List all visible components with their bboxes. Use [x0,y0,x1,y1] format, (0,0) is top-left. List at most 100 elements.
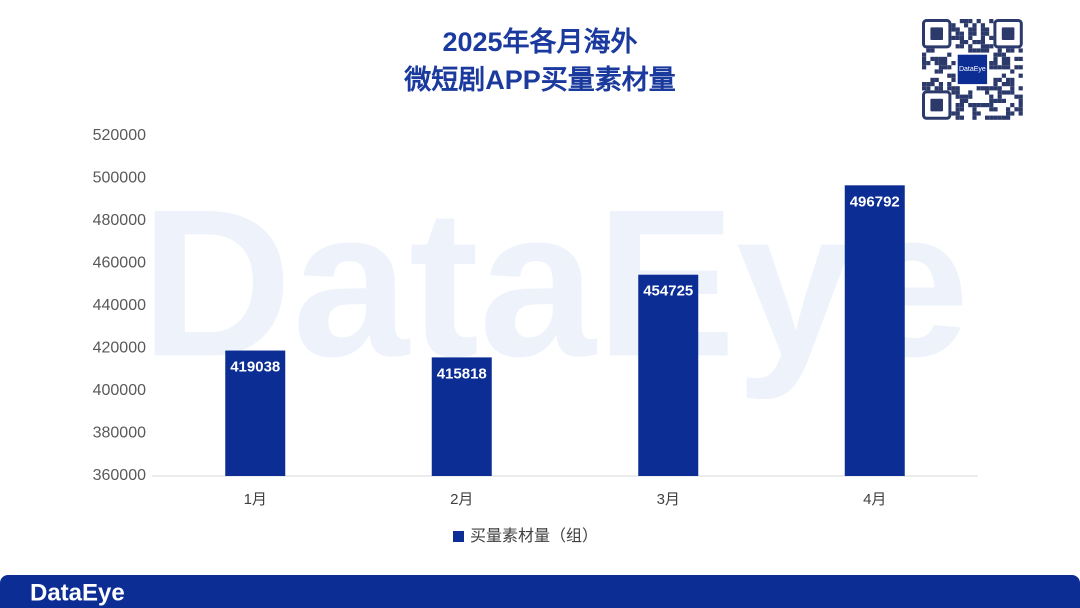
qr-cell [951,35,956,40]
qr-cell [980,23,985,28]
qr-cell [1010,77,1015,82]
qr-cell [1006,56,1011,61]
qr-cell [951,61,956,66]
qr-cell [968,94,973,99]
qr-cell [1006,107,1011,112]
qr-cell [989,61,994,66]
qr-cell [1010,103,1015,108]
footer-bar [0,575,1080,608]
qr-cell [934,77,939,82]
qr-cell [1010,48,1015,53]
qr-cell [964,94,969,99]
qr-cell [972,31,977,36]
qr-cell [1018,94,1023,99]
qr-finder [922,19,952,49]
qr-cell [993,86,998,91]
qr-cell [943,61,948,66]
qr-cell [1018,98,1023,103]
qr-cell [955,27,960,32]
qr-cell [972,27,977,32]
qr-cell [959,115,964,120]
qr-cell [993,56,998,61]
qr-cell [989,103,994,108]
qr-cell [951,86,956,91]
qr-cell [993,107,998,112]
qr-cell [997,65,1002,70]
qr-cell [964,40,969,45]
qr-cell [972,107,977,112]
qr-cell [938,86,943,91]
qr-cell [938,65,943,70]
qr-cell [922,56,927,61]
qr-cell [930,56,935,61]
qr-cell [1018,111,1023,116]
bar [638,274,699,476]
qr-cell [955,44,960,49]
qr-cell [993,98,998,103]
qr-cell [922,65,927,70]
qr-cell [972,111,977,116]
qr-cell [980,27,985,32]
qr-code: DataEye [920,17,1023,120]
data-label: 496792 [850,193,900,210]
qr-cell [985,27,990,32]
qr-cell [1001,98,1006,103]
qr-label: DataEye [959,66,986,73]
chart-title: 2025年各月海外 [442,26,637,57]
qr-cell [959,40,964,45]
qr-cell [985,31,990,36]
qr-cell [968,48,973,53]
qr-cell [1001,65,1006,70]
qr-cell [985,103,990,108]
qr-cell [955,111,960,116]
y-tick-label: 440000 [93,297,146,314]
qr-cell [1001,56,1006,61]
qr-cell [955,94,960,99]
qr-cell [989,94,994,99]
qr-cell [993,52,998,57]
qr-finder [930,98,943,112]
qr-cell [997,94,1002,99]
qr-cell [955,86,960,91]
qr-cell [972,48,977,53]
qr-cell [926,61,931,66]
bar [431,357,492,476]
qr-cell [993,77,998,82]
qr-cell [955,31,960,36]
qr-cell [964,19,969,24]
qr-cell [1006,77,1011,82]
qr-cell [955,107,960,112]
x-tick-label: 4月 [863,491,886,508]
qr-cell [951,23,956,28]
qr-cell [1018,65,1023,70]
qr-cell [943,56,948,61]
qr-cell [1001,73,1006,78]
qr-cell [972,40,977,45]
qr-cell [951,73,956,78]
qr-cell [959,35,964,40]
qr-cell [968,31,973,36]
qr-cell [951,77,956,82]
qr-cell [947,86,952,91]
qr-logo [957,54,988,85]
qr-cell [989,107,994,112]
qr-cell [955,103,960,108]
legend-label: 买量素材量（组） [470,527,598,545]
qr-cell [951,111,956,116]
y-tick-label: 360000 [93,467,146,484]
qr-cell [980,31,985,36]
y-tick-label: 460000 [93,255,146,272]
qr-cell [980,48,985,53]
x-tick-label: 1月 [244,491,267,508]
qr-cell [972,115,977,120]
qr-cell [1010,82,1015,87]
qr-cell [955,90,960,95]
qr-cell [943,65,948,70]
qr-cell [1006,61,1011,66]
data-label: 419038 [230,359,280,376]
qr-cell [976,40,981,45]
qr-cell [997,48,1002,53]
qr-cell [959,19,964,24]
qr-cell [964,98,969,103]
bar [844,185,905,476]
